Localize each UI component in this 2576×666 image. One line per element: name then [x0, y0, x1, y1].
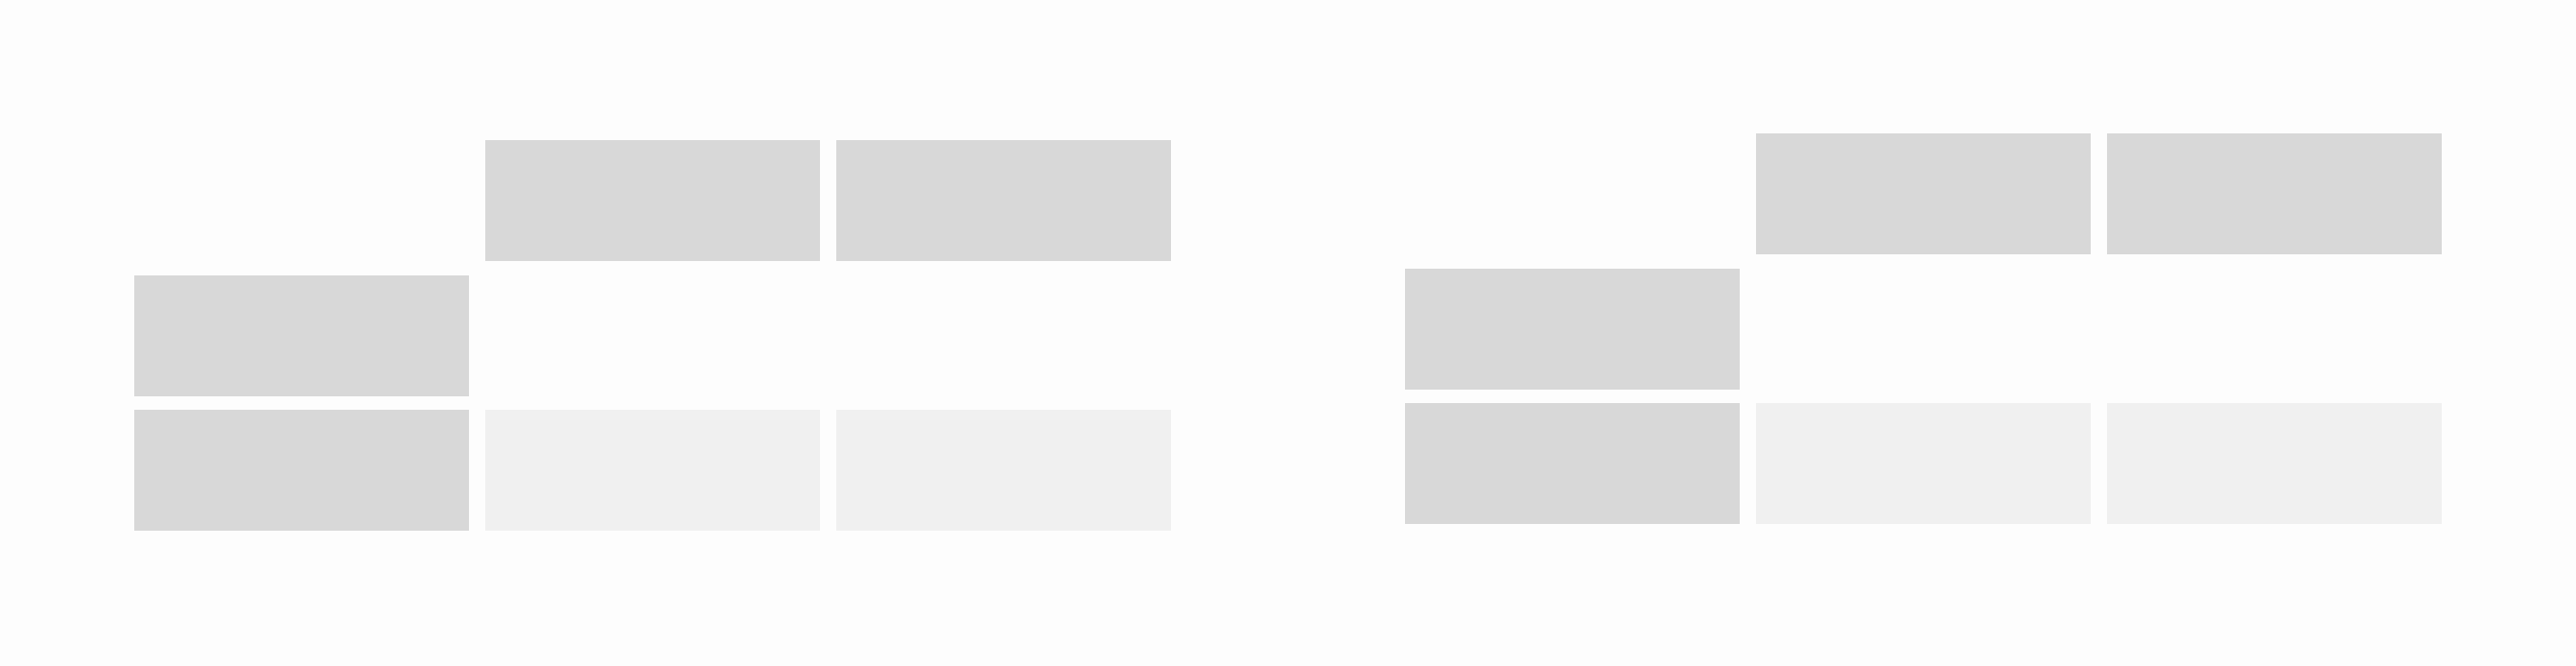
data-cell-2 — [836, 410, 1171, 531]
row-header-1 — [134, 275, 469, 396]
row-header-2 — [134, 410, 469, 531]
column-header-2 — [2107, 133, 2442, 254]
left-table — [134, 140, 1173, 531]
right-table — [1405, 133, 2444, 524]
data-cell-2 — [2107, 403, 2442, 524]
column-header-1 — [485, 140, 820, 261]
row-header-2 — [1405, 403, 1740, 524]
column-header-2 — [836, 140, 1171, 261]
column-header-1 — [1756, 133, 2091, 254]
row-header-1 — [1405, 269, 1740, 390]
data-cell-1 — [485, 410, 820, 531]
data-cell-1 — [1756, 403, 2091, 524]
